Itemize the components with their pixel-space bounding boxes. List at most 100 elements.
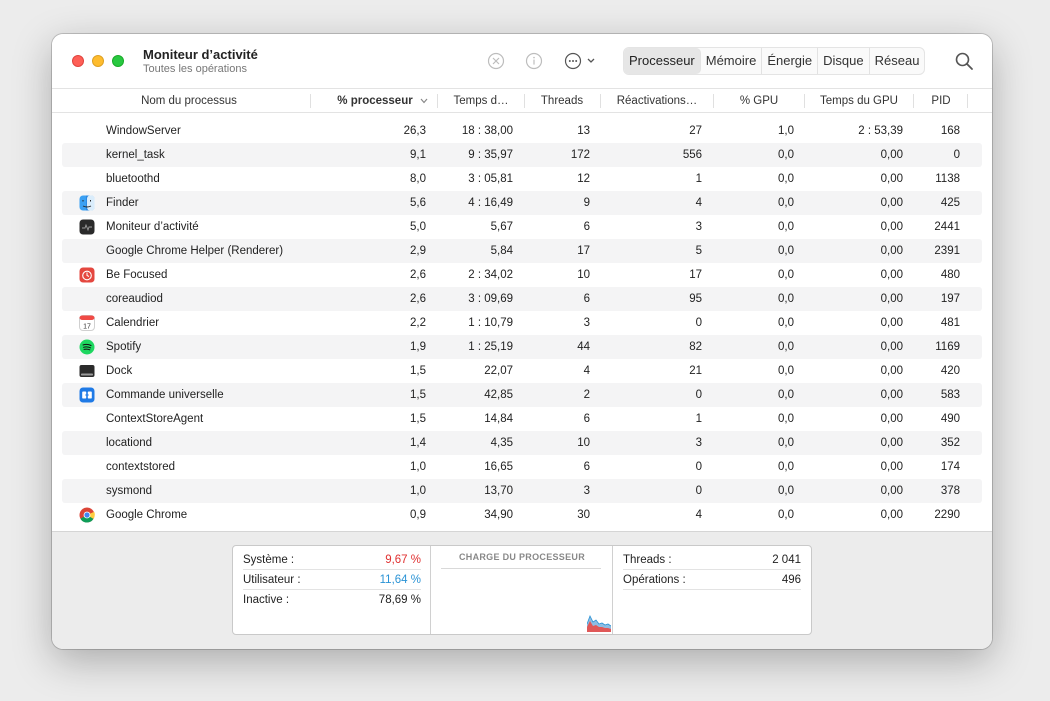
process-id: 0 <box>953 149 960 161</box>
col-header-name[interactable]: Nom du processus <box>141 95 237 107</box>
chrome-icon <box>79 507 95 523</box>
idle-wakeups: 556 <box>682 149 702 161</box>
idle-wakeups: 1 <box>695 173 702 185</box>
category-tabs: Processeur Mémoire Énergie Disque Réseau <box>623 47 926 75</box>
table-row[interactable]: Commande universelle 1,5 42,85 2 0 0,0 0,00 583 <box>62 383 982 407</box>
cpu-percent: 1,0 <box>410 461 426 473</box>
tab-disque[interactable]: Disque <box>818 48 870 74</box>
cpu-time: 4 : 16,49 <box>468 197 513 209</box>
minimize-window-button[interactable] <box>92 55 104 67</box>
process-id: 197 <box>940 293 960 305</box>
window-subtitle[interactable]: Toutes les opérations <box>143 63 247 75</box>
table-row[interactable]: sysmond 1,0 13,70 3 0 0,0 0,00 378 <box>62 479 982 503</box>
table-row[interactable]: Spotify 1,9 1 : 25,19 44 82 0,0 0,00 1169 <box>62 335 982 359</box>
cpu-time: 3 : 05,81 <box>468 173 513 185</box>
table-row[interactable]: 17 Calendrier 2,2 1 : 10,79 3 0 0,0 0,00 481 <box>62 311 982 335</box>
gpu-percent: 0,0 <box>778 293 794 305</box>
table-row[interactable]: kernel_task 9,1 9 : 35,97 172 556 0,0 0,00 0 <box>62 143 982 167</box>
gpu-percent: 0,0 <box>778 413 794 425</box>
cpu-time: 1 : 25,19 <box>468 341 513 353</box>
process-name: sysmond <box>106 485 153 497</box>
cpu-percent: 9,1 <box>410 149 426 161</box>
gpu-percent: 0,0 <box>778 485 794 497</box>
befocused-icon <box>79 267 95 283</box>
col-header-cpu[interactable]: % processeur <box>337 95 413 107</box>
table-row[interactable]: Google Chrome Helper (Renderer) 2,9 5,84 17… <box>62 239 982 263</box>
process-id: 480 <box>940 269 960 281</box>
gpu-time: 0,00 <box>880 317 903 329</box>
column-header: Nom du processus % processeur Temps d… T… <box>52 88 992 113</box>
col-header-gpu[interactable]: % GPU <box>739 95 779 107</box>
process-id: 352 <box>940 437 960 449</box>
process-name: Calendrier <box>106 317 160 329</box>
stop-process-icon[interactable] <box>486 51 506 71</box>
cpu-percent: 2,6 <box>410 269 426 281</box>
table-row[interactable]: bluetoothd 8,0 3 : 05,81 12 1 0,0 0,00 1138 <box>62 167 982 191</box>
gpu-percent: 0,0 <box>778 149 794 161</box>
table-row[interactable]: Finder 5,6 4 : 16,49 9 4 0,0 0,00 425 <box>62 191 982 215</box>
tab-processeur[interactable]: Processeur <box>624 48 701 74</box>
thread-count: 30 <box>577 509 590 521</box>
gpu-time: 0,00 <box>880 485 903 497</box>
tab-memoire[interactable]: Mémoire <box>701 48 763 74</box>
cpu-time: 22,07 <box>484 365 513 377</box>
col-header-cpu-time[interactable]: Temps d… <box>453 95 509 107</box>
col-header-threads[interactable]: Threads <box>540 95 584 107</box>
col-header-gpu-time[interactable]: Temps du GPU <box>820 95 898 107</box>
search-icon[interactable] <box>954 51 974 71</box>
cpu-time: 9 : 35,97 <box>468 149 513 161</box>
process-id: 378 <box>940 485 960 497</box>
process-id: 174 <box>940 461 960 473</box>
table-row[interactable]: Moniteur d’activité 5,0 5,67 6 3 0,0 0,00 2441 <box>62 215 982 239</box>
cpu-percent: 2,6 <box>410 293 426 305</box>
table-row[interactable]: Be Focused 2,6 2 : 34,02 10 17 0,0 0,00 480 <box>62 263 982 287</box>
spotify-icon <box>79 339 95 355</box>
table-row[interactable]: WindowServer 26,3 18 : 38,00 13 27 1,0 2 : 53,… <box>62 119 982 143</box>
process-id: 420 <box>940 365 960 377</box>
cpu-percent: 1,5 <box>410 413 426 425</box>
threads-value: 2 041 <box>772 554 801 566</box>
table-row[interactable]: locationd 1,4 4,35 10 3 0,0 0,00 352 <box>62 431 982 455</box>
table-row[interactable]: Google Chrome 0,9 34,90 30 4 0,0 0,00 2290 <box>62 503 982 527</box>
table-row[interactable]: coreaudiod 2,6 3 : 09,69 6 95 0,0 0,00 197 <box>62 287 982 311</box>
thread-count: 6 <box>583 461 590 473</box>
gpu-time: 0,00 <box>880 341 903 353</box>
gpu-time: 0,00 <box>880 509 903 521</box>
process-name: bluetoothd <box>106 173 160 185</box>
process-id: 168 <box>940 125 960 137</box>
col-header-wakeups[interactable]: Réactivations… <box>616 95 698 107</box>
tab-reseau[interactable]: Réseau <box>874 53 920 68</box>
gpu-percent: 0,0 <box>778 221 794 233</box>
table-row[interactable]: Dock 1,5 22,07 4 21 0,0 0,00 420 <box>62 359 982 383</box>
cpu-time: 4,35 <box>490 437 513 449</box>
cpu-time: 13,70 <box>484 485 513 497</box>
maximize-window-button[interactable] <box>112 55 124 67</box>
process-id: 2441 <box>934 221 960 233</box>
processes-stat-row: Opérations : 496 <box>623 570 801 590</box>
tab-energie[interactable]: Énergie <box>762 48 819 74</box>
process-id: 490 <box>940 413 960 425</box>
table-row[interactable]: contextstored 1,0 16,65 6 0 0,0 0,00 174 <box>62 455 982 479</box>
process-id: 425 <box>940 197 960 209</box>
table-row[interactable]: ContextStoreAgent 1,5 14,84 6 1 0,0 0,00 490 <box>62 407 982 431</box>
process-list: WindowServer 26,3 18 : 38,00 13 27 1,0 2 : 53,… <box>62 119 982 527</box>
gpu-time: 0,00 <box>880 365 903 377</box>
user-value: 11,64 % <box>379 574 421 586</box>
process-id: 1169 <box>935 341 960 353</box>
col-header-pid[interactable]: PID <box>931 95 951 107</box>
idle-wakeups: 82 <box>689 341 702 353</box>
ellipsis-menu-icon[interactable] <box>564 51 598 71</box>
process-name: Google Chrome Helper (Renderer) <box>106 245 284 257</box>
cpu-percent: 1,9 <box>410 341 426 353</box>
thread-count: 12 <box>577 173 590 185</box>
gpu-time: 0,00 <box>880 461 903 473</box>
info-icon[interactable] <box>524 51 544 71</box>
close-window-button[interactable] <box>72 55 84 67</box>
thread-count: 4 <box>583 365 590 377</box>
gpu-percent: 0,0 <box>778 389 794 401</box>
process-name: Moniteur d’activité <box>106 221 199 233</box>
cpu-percent: 5,6 <box>410 197 426 209</box>
cpu-time: 42,85 <box>484 389 513 401</box>
gpu-time: 0,00 <box>880 197 903 209</box>
cpu-percent: 1,4 <box>410 437 426 449</box>
